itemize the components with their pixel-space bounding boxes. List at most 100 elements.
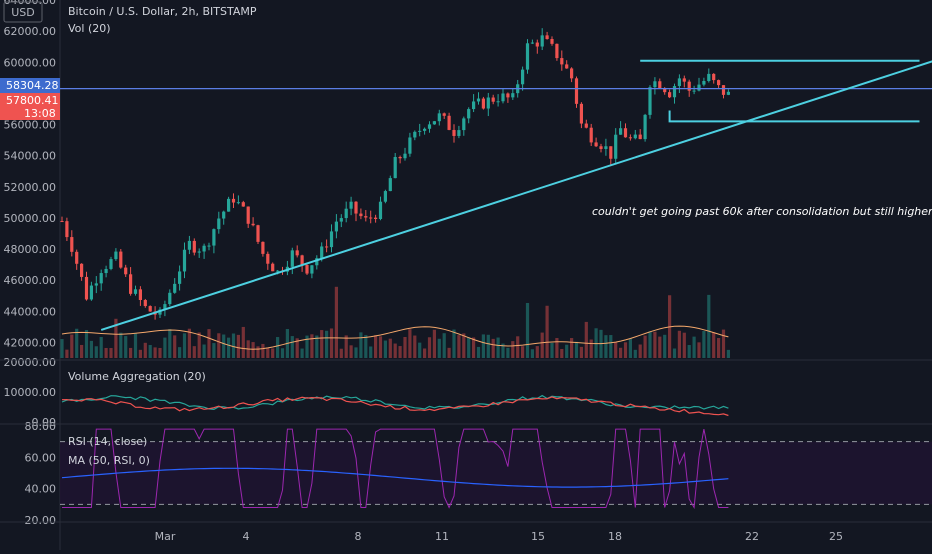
candle-body xyxy=(452,129,456,136)
candle-body xyxy=(614,134,618,159)
volume-bar xyxy=(530,349,534,358)
volume-bar xyxy=(202,344,206,358)
chart-title[interactable]: Bitcoin / U.S. Dollar, 2h, BITSTAMP xyxy=(68,5,257,18)
candle-body xyxy=(717,80,721,86)
time-tick-label: 22 xyxy=(745,530,759,543)
volume-bar xyxy=(481,334,485,358)
volume-bar xyxy=(584,321,588,358)
candle-body xyxy=(325,246,329,248)
volume-bar xyxy=(84,330,89,358)
rsi-axis[interactable]: 80.00 60.00 40.00 20.00 xyxy=(25,420,57,527)
volume-bar xyxy=(393,343,397,358)
candle-body xyxy=(129,274,133,294)
candle-body xyxy=(609,146,613,159)
volume-bar xyxy=(70,334,74,358)
candle-body xyxy=(295,250,299,256)
volume-bar xyxy=(163,337,167,358)
volume-bar xyxy=(325,330,329,358)
volume-bar xyxy=(413,335,417,358)
volume-bar xyxy=(344,335,348,358)
candle-body xyxy=(138,289,142,301)
candle-body xyxy=(628,137,632,139)
volume-bar xyxy=(197,332,201,358)
candle-body xyxy=(653,81,657,88)
candle-body xyxy=(638,134,642,140)
time-axis[interactable]: Mar 4 8 11 15 18 22 25 xyxy=(155,530,843,543)
rsi-legend[interactable]: RSI (14, close) xyxy=(68,435,147,448)
rsi-ma-line xyxy=(61,467,729,488)
time-tick-label: 18 xyxy=(608,530,622,543)
volume-bar xyxy=(707,294,711,358)
volume-bar xyxy=(334,286,338,358)
trendline[interactable] xyxy=(100,58,932,331)
volume-bar xyxy=(486,334,490,358)
volume-aggregation-legend[interactable]: Volume Aggregation (20) xyxy=(68,370,206,383)
candle-body xyxy=(212,229,216,246)
volume-bar xyxy=(432,329,436,358)
volume-bar xyxy=(717,338,721,358)
volume-bar xyxy=(261,343,265,358)
volume-bar xyxy=(231,333,236,358)
time-tick-label: 15 xyxy=(531,530,545,543)
volume-bar xyxy=(535,346,539,358)
volume-bar xyxy=(124,336,128,358)
rsi-ma-legend[interactable]: MA (50, RSI, 0) xyxy=(68,454,150,467)
volume-bar xyxy=(256,346,260,358)
volume-bar xyxy=(354,347,358,358)
volume-aggregation-axis[interactable]: 20000.00 10000.00 0.00 xyxy=(4,356,57,429)
volume-bar xyxy=(305,335,309,358)
candle-body xyxy=(305,265,309,274)
volume-bar xyxy=(574,341,579,358)
volume-bar xyxy=(579,346,583,358)
volume-bar xyxy=(570,338,574,358)
volume-bar xyxy=(663,334,667,358)
candle-body xyxy=(501,93,505,102)
price-axis[interactable]: 64000.0062000.0060000.0058000.0056000.00… xyxy=(4,0,57,349)
candle-body xyxy=(207,245,211,247)
price-tick-label: 56000.00 xyxy=(4,119,57,132)
volume-bar xyxy=(550,343,554,358)
volume-bar xyxy=(80,344,84,358)
candle-body xyxy=(467,109,471,119)
volume-bar xyxy=(241,326,245,358)
candle-body xyxy=(222,211,226,219)
candle-body xyxy=(648,87,652,115)
volume-bar xyxy=(447,347,451,358)
volume-bar xyxy=(555,338,559,358)
volume-bar xyxy=(133,333,138,358)
candle-body xyxy=(378,201,383,220)
candle-body xyxy=(619,128,623,135)
candle-body xyxy=(447,115,451,130)
volume-bar xyxy=(364,335,368,358)
candle-body xyxy=(643,114,647,140)
candle-body xyxy=(570,68,574,79)
volume-bar xyxy=(295,338,299,358)
volume-bar xyxy=(290,336,294,358)
candle-body xyxy=(344,208,348,219)
annotation-text: couldn't get going past 60k after consol… xyxy=(592,205,932,218)
time-tick-label: 11 xyxy=(435,530,449,543)
volume-bar xyxy=(65,349,69,358)
volume-bar xyxy=(452,329,456,358)
candle-body xyxy=(99,273,103,284)
volume-ma-line xyxy=(61,325,729,350)
volume-legend[interactable]: Vol (20) xyxy=(68,22,111,35)
candle-body xyxy=(530,42,534,44)
candle-body xyxy=(540,35,544,47)
candle-body xyxy=(555,43,559,59)
candle-body xyxy=(178,271,182,284)
support-line[interactable] xyxy=(668,110,920,123)
rsi-band xyxy=(60,441,932,505)
volume-bar xyxy=(280,348,285,358)
candle-body xyxy=(256,225,260,242)
candle-body xyxy=(633,134,637,139)
candle-body xyxy=(511,93,515,98)
volume-bar xyxy=(408,329,412,358)
candle-body xyxy=(173,283,177,293)
time-tick-label: 25 xyxy=(829,530,843,543)
currency-box[interactable] xyxy=(3,1,43,23)
volume-bar xyxy=(501,343,505,358)
volume-bar xyxy=(138,349,142,358)
volume-bar xyxy=(491,338,495,358)
